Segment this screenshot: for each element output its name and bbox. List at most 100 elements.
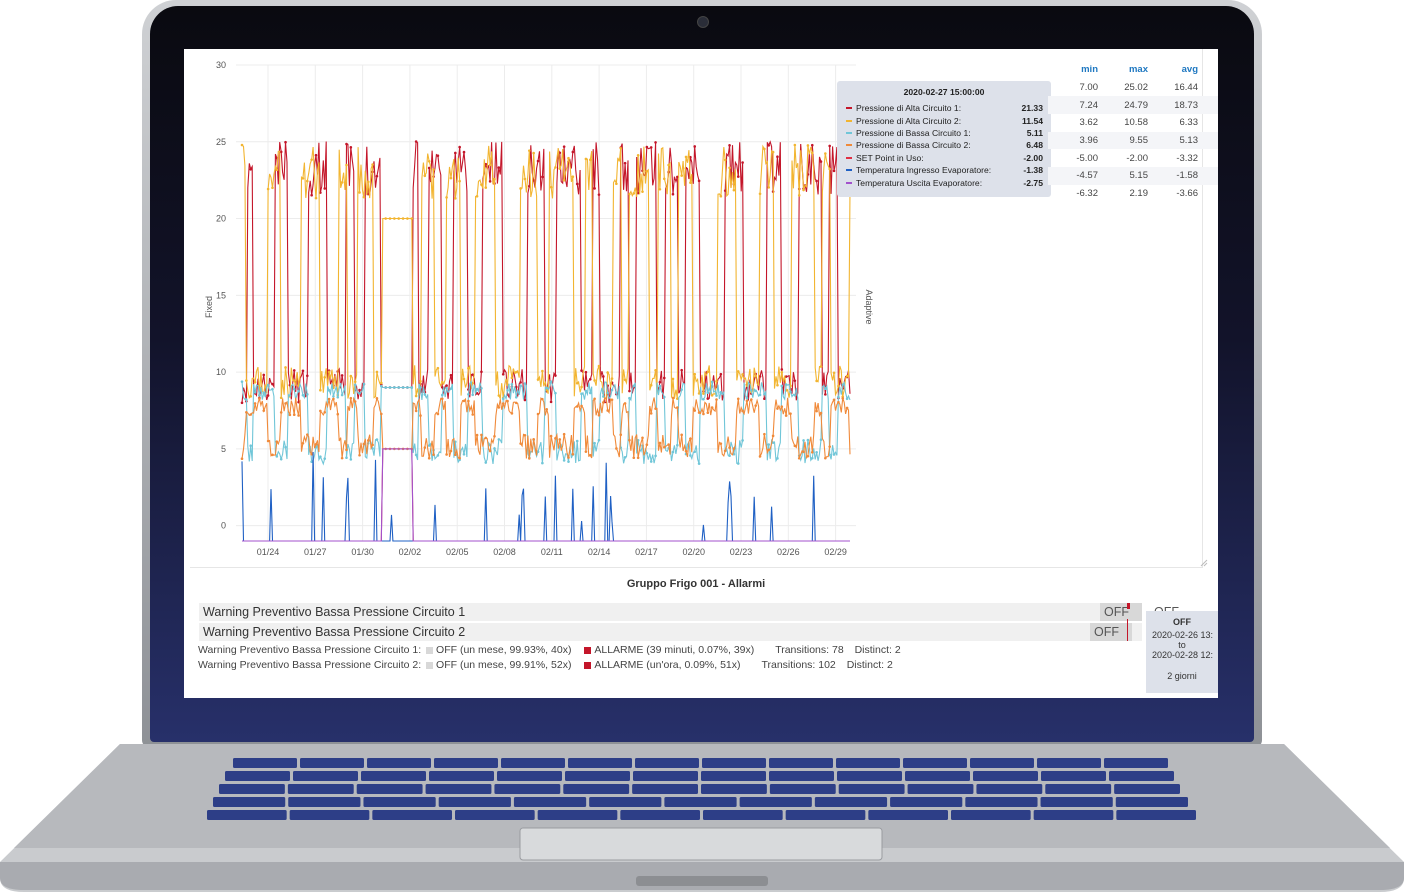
series-point [819, 411, 823, 415]
alarms-panel-title: Gruppo Frigo 001 - Allarmi [626, 578, 766, 590]
series-point [845, 397, 849, 401]
series-point [406, 217, 409, 220]
series-point [806, 438, 810, 442]
series-point [454, 197, 457, 200]
alarm-row-1[interactable]: Warning Preventivo Bassa Pressione Circu… [199, 603, 1142, 621]
time-series-chart[interactable]: 0 5 10 15 20 25 30 01/24 01/27 01/30 02/02 02/05 02/… [190, 49, 1202, 567]
series-point [353, 380, 357, 384]
tooltip-to: 2020-02-28 12: [1152, 650, 1214, 660]
series-point [845, 406, 849, 410]
series-point [366, 180, 370, 184]
series-point [353, 400, 357, 403]
series-point [645, 145, 649, 149]
keyboard-key [1040, 797, 1113, 807]
series-point [380, 384, 383, 388]
series-point [636, 456, 640, 460]
series-point [597, 193, 601, 196]
series-point [780, 371, 784, 374]
series-point [297, 414, 300, 417]
series-point [301, 177, 305, 180]
series-point [806, 144, 810, 147]
series-point [510, 382, 514, 386]
series-point [393, 386, 396, 389]
alarm-row-bar [199, 623, 1142, 641]
series-point [671, 396, 675, 400]
series-point [619, 433, 623, 436]
series-point [810, 151, 814, 155]
panel-resize-handle-icon[interactable] [1200, 559, 1208, 567]
keyboard-key [970, 758, 1034, 768]
series-point [763, 432, 766, 436]
series-point [793, 143, 797, 147]
series-point [654, 454, 657, 458]
stats-cell: 5.13 [1179, 135, 1199, 147]
series-point [588, 453, 592, 457]
series-point [427, 166, 431, 170]
series-point [458, 456, 461, 460]
keyboard-key [620, 810, 700, 820]
series-point [292, 379, 296, 382]
stats-cell: 3.62 [1079, 117, 1099, 129]
keyboard [207, 758, 1196, 820]
alarms-panel: Gruppo Frigo 001 - Allarmi Warning Preve… [190, 573, 1206, 697]
series-point [693, 409, 697, 412]
series-point [636, 191, 640, 195]
series-point [462, 150, 466, 154]
series-point [305, 374, 309, 378]
series-line [241, 396, 851, 460]
series-point [327, 370, 331, 374]
series-swatch [846, 156, 852, 159]
series-point [806, 454, 810, 458]
series-point [741, 161, 744, 164]
series-point [549, 434, 553, 438]
stats-header-avg[interactable]: avg [1181, 64, 1198, 76]
series-point [610, 398, 614, 402]
keyboard-key [951, 810, 1031, 820]
tooltip-row: Pressione di Alta Circuito 2: 11.54 [837, 114, 1051, 126]
series-point [802, 188, 805, 192]
series-point [824, 393, 827, 396]
series-point [584, 450, 588, 453]
series-point [475, 391, 479, 395]
tooltip-series-name: Temperatura Ingresso Evaporatore: [856, 165, 992, 176]
series-point [554, 374, 557, 377]
series-point [362, 442, 366, 446]
keyboard-key [837, 771, 902, 781]
keyboard-key [785, 810, 866, 820]
series-point [680, 174, 683, 177]
series-point [784, 414, 788, 417]
series-point [575, 439, 579, 443]
series-swatch [846, 169, 852, 172]
series-point [615, 391, 618, 394]
keyboard-key [288, 797, 361, 807]
series-point [793, 379, 797, 383]
series-point [484, 186, 488, 189]
series-point [349, 458, 353, 461]
alarm-state-cell[interactable]: OFF [1090, 623, 1132, 641]
series-point [667, 163, 670, 167]
series-point [754, 404, 757, 407]
alarm-state-cell[interactable]: OFF [1100, 603, 1142, 621]
series-point [436, 412, 440, 416]
alarm-swatch [584, 646, 592, 654]
series-point [584, 370, 588, 374]
series-point [554, 166, 557, 169]
series-point [279, 457, 283, 461]
series-point [841, 383, 845, 386]
alarm-row-2[interactable]: Warning Preventivo Bassa Pressione Circu… [199, 623, 1142, 641]
stats-header-max[interactable]: max [1128, 64, 1148, 76]
series-point [810, 143, 814, 147]
x-tick-label: 02/23 [730, 547, 753, 557]
series-point [297, 389, 300, 393]
tooltip-series-name: Pressione di Alta Circuito 1: [856, 103, 962, 114]
series-point [606, 371, 609, 374]
series-point [462, 453, 466, 456]
series-point [432, 453, 435, 456]
series-point [702, 397, 705, 401]
stats-header-min[interactable]: min [1081, 64, 1098, 76]
series-point [262, 373, 266, 377]
series-point [449, 373, 453, 377]
series-point [824, 456, 827, 460]
series-point [767, 144, 771, 147]
series-point [784, 383, 788, 386]
